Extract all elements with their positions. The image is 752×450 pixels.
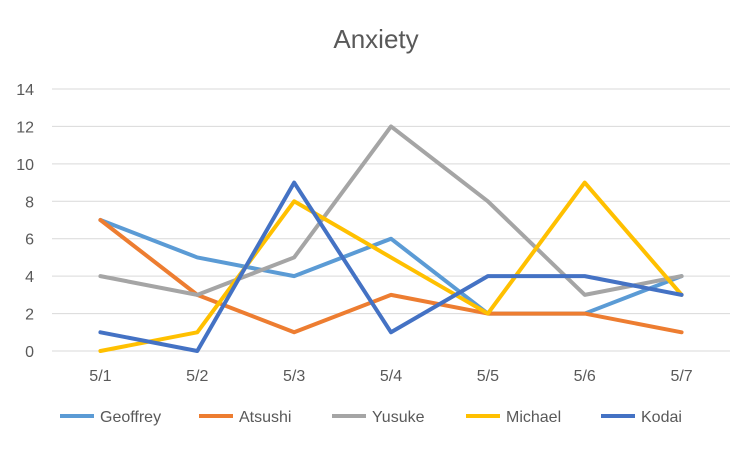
gridlines: [52, 88, 730, 352]
legend-label: Geoffrey: [100, 409, 161, 426]
legend-item-michael: Michael: [466, 409, 561, 426]
x-tick-label: 5/5: [477, 368, 499, 385]
x-tick-label: 5/6: [574, 368, 596, 385]
x-tick-label: 5/7: [670, 368, 692, 385]
legend-item-kodai: Kodai: [601, 409, 682, 426]
legend-item-geoffrey: Geoffrey: [60, 409, 161, 426]
legend-label: Yusuke: [372, 409, 425, 426]
y-tick-label: 2: [25, 307, 34, 324]
y-tick-label: 4: [25, 269, 34, 286]
legend-item-atsushi: Atsushi: [199, 409, 291, 426]
x-tick-label: 5/2: [186, 368, 208, 385]
legend-label: Michael: [506, 409, 561, 426]
series-line-kodai: [98, 180, 684, 353]
chart-title: Anxiety: [333, 24, 418, 54]
x-tick-label: 5/1: [89, 368, 111, 385]
y-tick-label: 6: [25, 232, 34, 249]
y-tick-label: 0: [25, 344, 34, 361]
legend-label: Atsushi: [239, 409, 291, 426]
series-line-yusuke: [98, 124, 684, 297]
x-tick-label: 5/4: [380, 368, 402, 385]
legend: Geoffrey Atsushi Yusuke Michael Kodai: [60, 409, 682, 426]
y-tick-label: 10: [16, 157, 34, 174]
y-axis-ticks: 0 2 4 6 8 10 12 14: [16, 82, 34, 361]
legend-label: Kodai: [641, 409, 682, 426]
series-line-geoffrey: [98, 218, 684, 316]
y-tick-label: 14: [16, 82, 34, 99]
series-line-michael: [98, 180, 684, 353]
x-axis-ticks: 5/1 5/2 5/3 5/4 5/5 5/6 5/7: [89, 368, 692, 385]
legend-item-yusuke: Yusuke: [332, 409, 425, 426]
y-tick-label: 8: [25, 194, 34, 211]
series-lines: [98, 124, 684, 353]
x-tick-label: 5/3: [283, 368, 305, 385]
y-tick-label: 12: [16, 119, 34, 136]
